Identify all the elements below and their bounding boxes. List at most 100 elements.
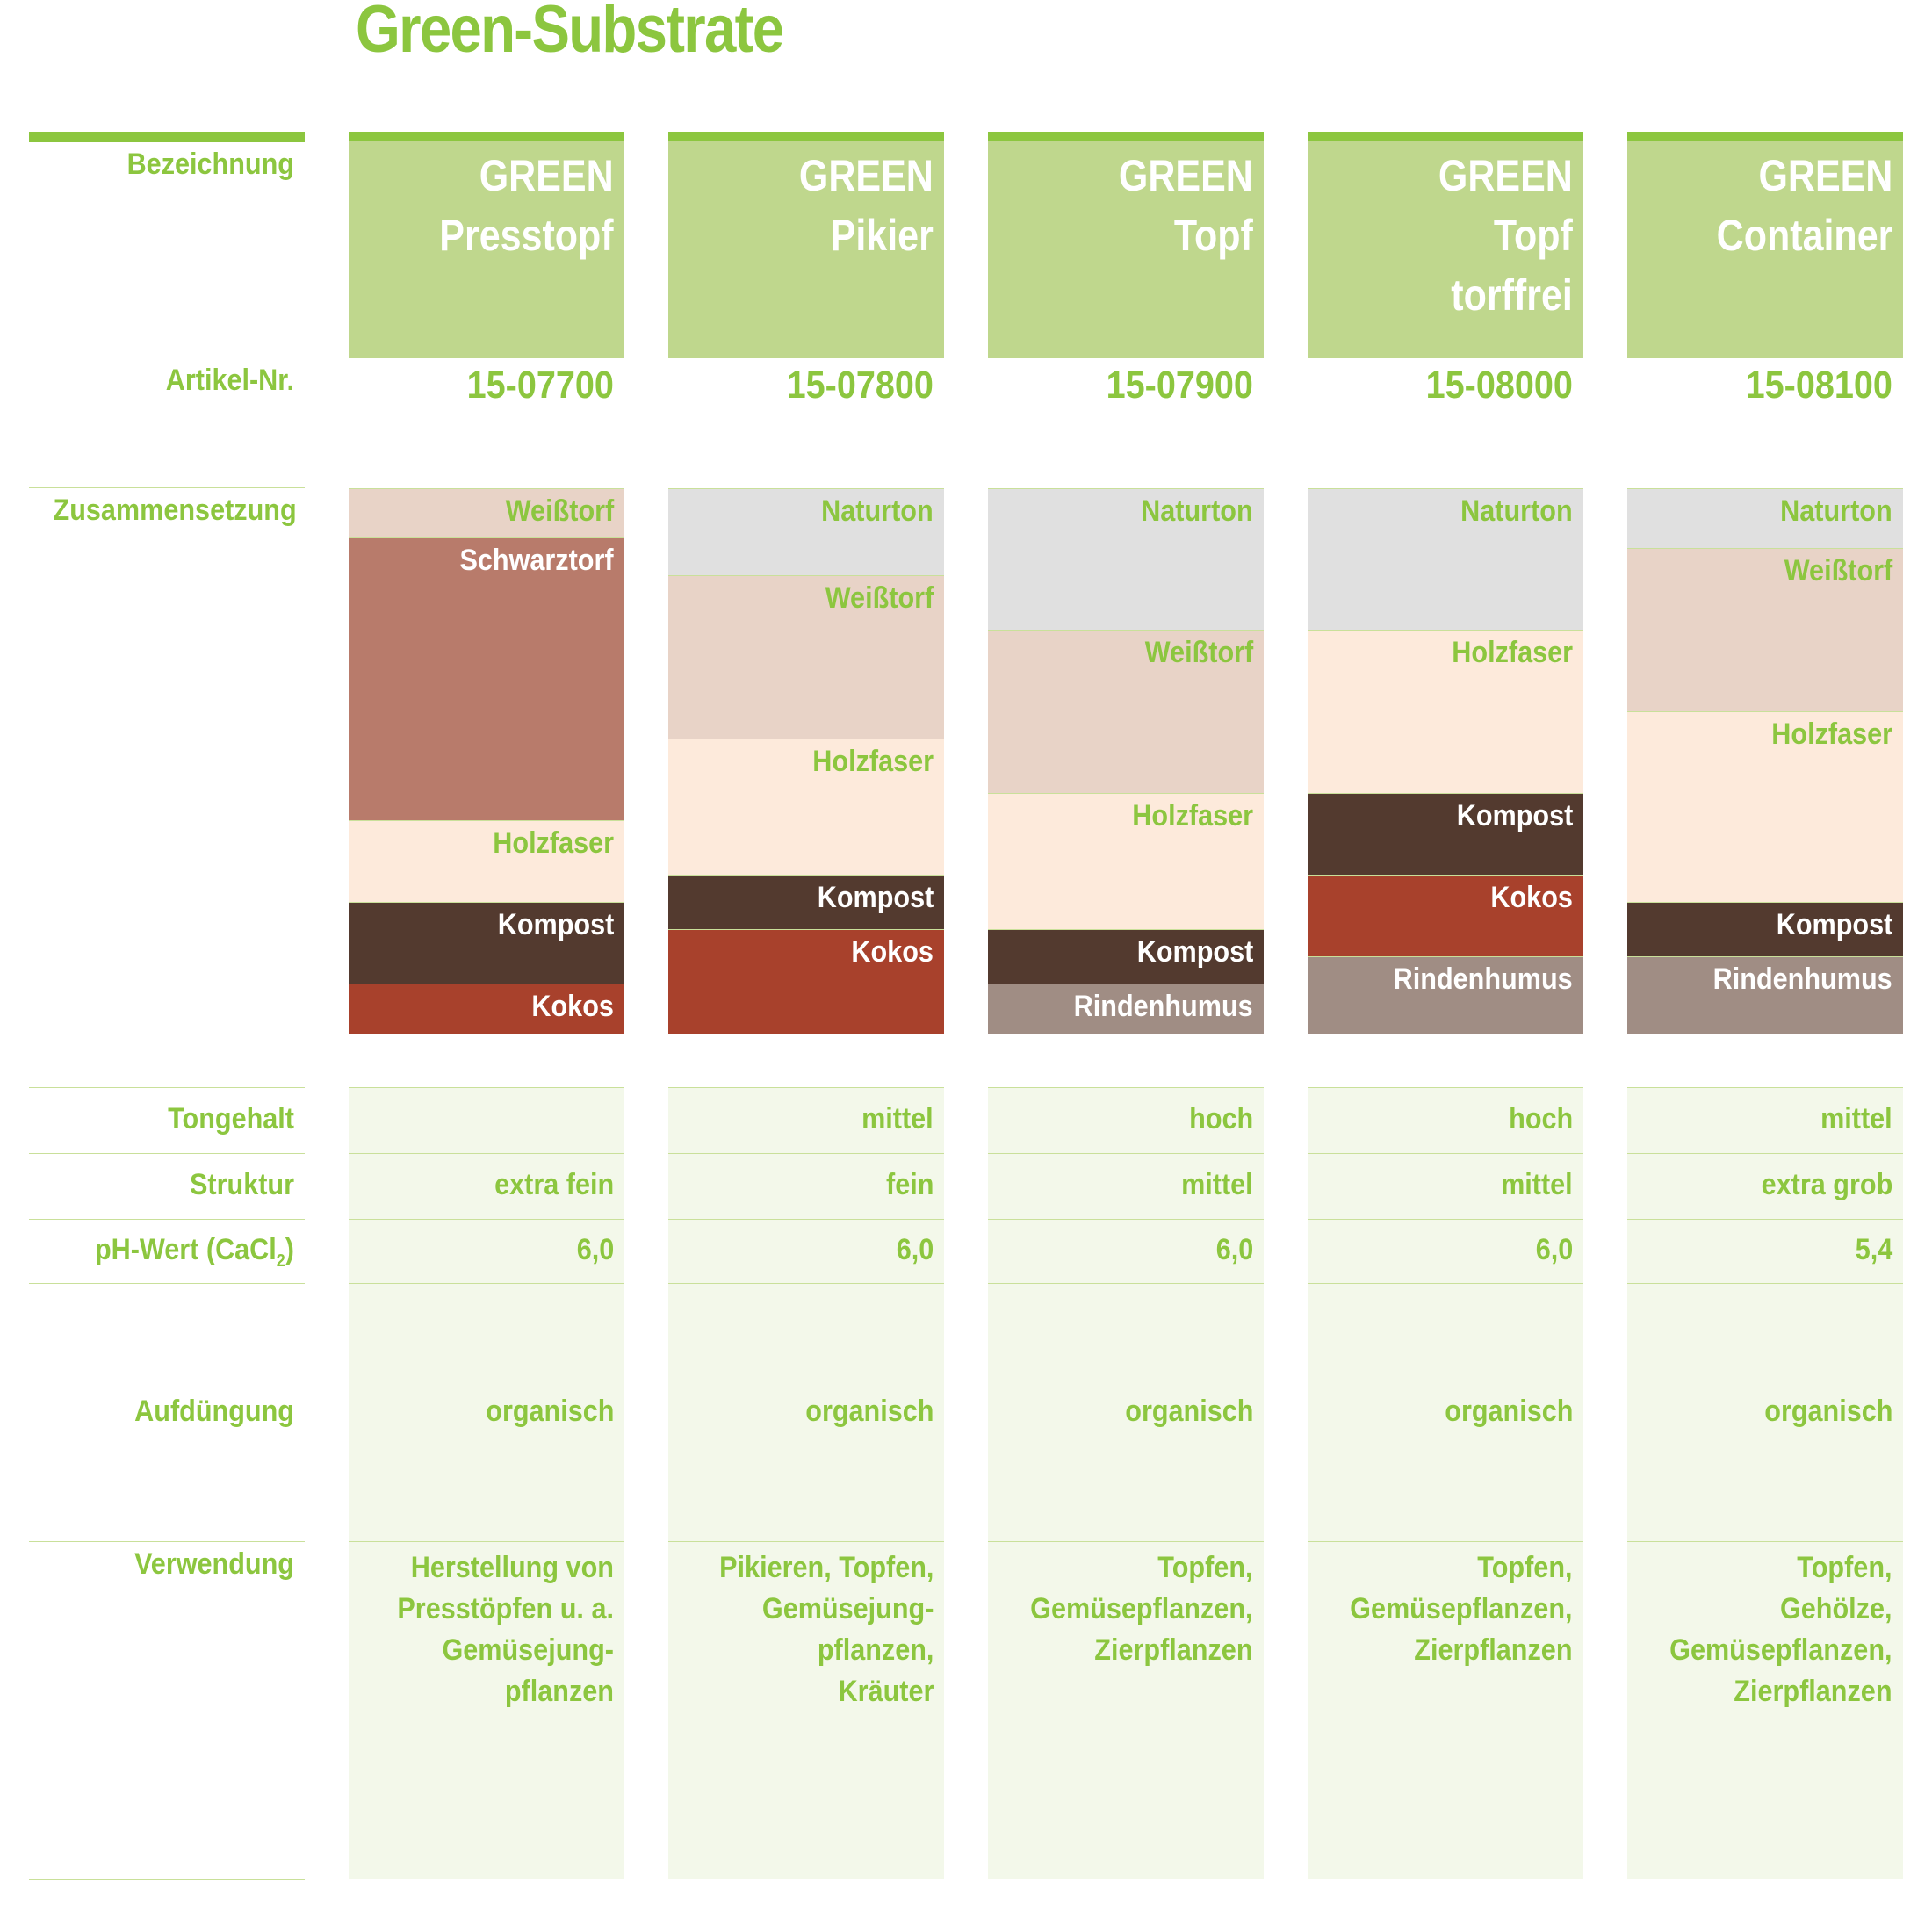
row-divider [1308, 1541, 1583, 1542]
composition-layer: Kompost [349, 902, 624, 984]
product-column: GREEN Presstopf 15-07700 Weißtorf Schwarztor… [349, 0, 624, 1932]
article-number: 15-07700 [466, 364, 614, 407]
composition-layer-label: Naturton [821, 494, 934, 528]
tongehalt-value: hoch [1508, 1102, 1573, 1135]
row-divider [1308, 1283, 1583, 1284]
tongehalt-value: hoch [1188, 1102, 1253, 1135]
composition-layer-label: Weißtorf [825, 581, 934, 615]
product-column: GREEN Container 15-08100 Naturton Weißtorf Ho… [1627, 0, 1903, 1932]
row-divider [349, 1087, 624, 1088]
ph-value: 5,4 [1855, 1233, 1892, 1266]
row-divider [988, 1541, 1264, 1542]
composition-layer: Kokos [1308, 875, 1583, 957]
ph-label-close: ) [285, 1233, 294, 1266]
composition-layer: Rindenhumus [1627, 956, 1903, 1034]
verwendung-line: Gehölze, [1780, 1592, 1892, 1626]
verwendung-value: Topfen, Gemüsepflanzen, Zierpflanzen [1031, 1547, 1253, 1671]
article-number: 15-07800 [786, 364, 934, 407]
verwendung-line: Topfen, [1797, 1551, 1892, 1584]
verwendung-value: Topfen, Gemüsepflanzen, Zierpflanzen [1351, 1547, 1573, 1671]
verwendung-line: Herstellung von [410, 1551, 614, 1584]
composition-layer-label: Kompost [817, 881, 934, 914]
composition-layer: Naturton [668, 488, 944, 576]
product-header [668, 141, 944, 358]
product-name-line: Presstopf [439, 211, 614, 260]
composition-layer-label: Kokos [1490, 881, 1573, 914]
struktur-value: mittel [1501, 1168, 1573, 1201]
product-name: GREEN Presstopf [440, 146, 614, 265]
composition-layer: Rindenhumus [988, 984, 1264, 1034]
row-divider [1627, 1541, 1903, 1542]
composition-layer-label: Weißtorf [1144, 636, 1253, 669]
product-column: GREEN Topf torffrei 15-08000 Naturton Holzfas… [1308, 0, 1583, 1932]
product-name-line: GREEN [1438, 151, 1573, 200]
composition-layer: Holzfaser [349, 820, 624, 903]
composition-layer: Kokos [349, 984, 624, 1034]
composition-layer-label: Schwarztorf [459, 544, 614, 577]
verwendung-line: Zierpflanzen [1414, 1633, 1573, 1667]
row-divider [668, 1541, 944, 1542]
article-number: 15-07900 [1106, 364, 1253, 407]
tongehalt-value: mittel [861, 1102, 934, 1135]
column-top-bar [988, 132, 1264, 142]
product-column: GREEN Pikier 15-07800 Naturton Weißtorf Holzf… [668, 0, 944, 1932]
row-divider [988, 1087, 1264, 1088]
composition-layer: Weißtorf [668, 575, 944, 739]
composition-layer-label: Naturton [1141, 494, 1253, 528]
composition-layer: Holzfaser [1627, 711, 1903, 903]
verwendung-line: Zierpflanzen [1734, 1675, 1892, 1708]
row-divider [1308, 1087, 1583, 1088]
row-label-ph: pH-Wert (CaCl2) [54, 1233, 294, 1272]
row-divider [1627, 1087, 1903, 1088]
product-name-line: Topf [1174, 211, 1253, 260]
aufduengung-value: organisch [1444, 1395, 1573, 1428]
verwendung-value: Herstellung von Presstöpfen u. a. Gemüseju… [397, 1547, 614, 1712]
label-divider [29, 1219, 305, 1220]
aufduengung-value: organisch [804, 1395, 934, 1428]
column-top-bar [1627, 132, 1903, 142]
verwendung-line: Pikieren, Topfen, [718, 1551, 934, 1584]
composition-layer-label: Kokos [851, 935, 934, 969]
composition-layer-label: Holzfaser [1132, 799, 1253, 833]
aufduengung-value: organisch [1763, 1395, 1892, 1428]
aufduengung-value: organisch [485, 1395, 614, 1428]
row-label-tongehalt: Tongehalt [168, 1102, 294, 1135]
product-header [1308, 141, 1583, 358]
composition-layer: Naturton [988, 488, 1264, 631]
product-name: GREEN Container [1716, 146, 1892, 265]
product-header [1627, 141, 1903, 358]
row-label-bezeichnung: Bezeichnung [126, 148, 294, 181]
verwendung-line: Gemüsejung- [442, 1633, 614, 1667]
article-number: 15-08100 [1745, 364, 1892, 407]
product-name-line: GREEN [1119, 151, 1253, 200]
verwendung-line: Gemüsepflanzen, [1030, 1592, 1253, 1626]
label-divider [29, 1283, 305, 1284]
composition-layer: Schwarztorf [349, 537, 624, 821]
label-column-top-bar [29, 132, 305, 142]
ph-label-text: pH-Wert (CaCl [94, 1233, 277, 1266]
label-divider [29, 1879, 305, 1880]
verwendung-line: Kräuter [838, 1675, 934, 1708]
composition-layer-label: Kompost [1136, 935, 1253, 969]
verwendung-value: Pikieren, Topfen, Gemüsejung-pflanzen, Krä… [719, 1547, 934, 1712]
product-name-line: torffrei [1451, 270, 1573, 320]
struktur-value: extra fein [494, 1168, 614, 1201]
composition-layer: Kompost [668, 875, 944, 930]
struktur-value: extra grob [1761, 1168, 1892, 1201]
row-divider [668, 1153, 944, 1154]
struktur-value: fein [885, 1168, 934, 1201]
verwendung-line: Gemüsejung- [761, 1592, 934, 1626]
composition-layer-label: Holzfaser [493, 826, 614, 860]
composition-layer: Kompost [1627, 902, 1903, 957]
row-label-struktur: Struktur [189, 1168, 294, 1201]
ph-value: 6,0 [1535, 1233, 1573, 1266]
row-divider [349, 1153, 624, 1154]
product-name-line: GREEN [799, 151, 934, 200]
composition-layer: Kompost [988, 929, 1264, 984]
column-background [1308, 1087, 1583, 1879]
composition-layer-label: Kompost [1776, 908, 1892, 941]
ph-value: 6,0 [576, 1233, 614, 1266]
label-divider [29, 487, 305, 488]
composition-layer: Weißtorf [988, 630, 1264, 794]
struktur-value: mittel [1181, 1168, 1253, 1201]
